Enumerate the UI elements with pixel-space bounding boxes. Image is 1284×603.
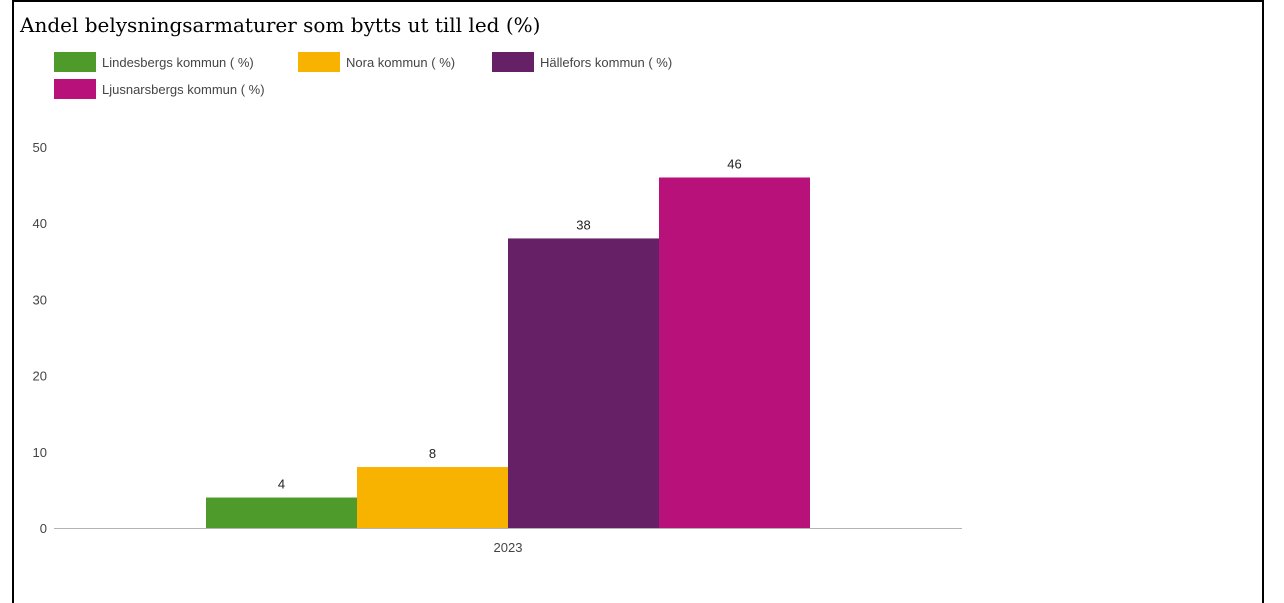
legend-item-hallefors[interactable]: Hällefors kommun ( %) <box>492 51 672 73</box>
y-tick-label-5: 50 <box>33 140 47 155</box>
bar-value-label-0: 4 <box>278 477 285 492</box>
legend-label-ljusnarsberg: Ljusnarsbergs kommun ( %) <box>102 81 265 97</box>
legend-item-nora[interactable]: Nora kommun ( %) <box>298 51 455 73</box>
y-tick-label-1: 10 <box>33 445 47 460</box>
legend-swatch-hallefors <box>492 52 534 72</box>
legend-swatch-nora <box>298 52 340 72</box>
x-tick-label-0: 2023 <box>494 540 523 555</box>
y-tick-label-2: 20 <box>33 369 47 384</box>
legend-swatch-ljusnarsberg <box>54 79 96 99</box>
bar-3 <box>659 177 810 529</box>
bar-0 <box>206 497 357 528</box>
legend-label-nora: Nora kommun ( %) <box>346 54 456 70</box>
chart-title: Andel belysningsarmaturer som bytts ut t… <box>20 13 541 37</box>
bar-2 <box>508 238 659 528</box>
y-tick-label-4: 40 <box>33 216 47 231</box>
frame-left-border <box>12 0 14 603</box>
y-tick-label-0: 0 <box>40 521 47 536</box>
legend-item-lindesberg[interactable]: Lindesbergs kommun ( %) <box>54 51 254 73</box>
legend-label-lindesberg: Lindesbergs kommun ( %) <box>102 54 254 70</box>
frame-right-border <box>1262 0 1264 603</box>
bar-1 <box>357 467 508 528</box>
legend-swatch-lindesberg <box>54 52 96 72</box>
bar-value-label-1: 8 <box>429 446 436 461</box>
bar-value-label-2: 38 <box>576 217 590 232</box>
frame-top-border <box>12 0 1264 2</box>
bar-value-label-3: 46 <box>727 156 741 171</box>
legend-item-ljusnarsberg[interactable]: Ljusnarsbergs kommun ( %) <box>54 78 265 100</box>
y-tick-label-3: 30 <box>33 292 47 307</box>
legend-label-hallefors: Hällefors kommun ( %) <box>540 54 673 70</box>
